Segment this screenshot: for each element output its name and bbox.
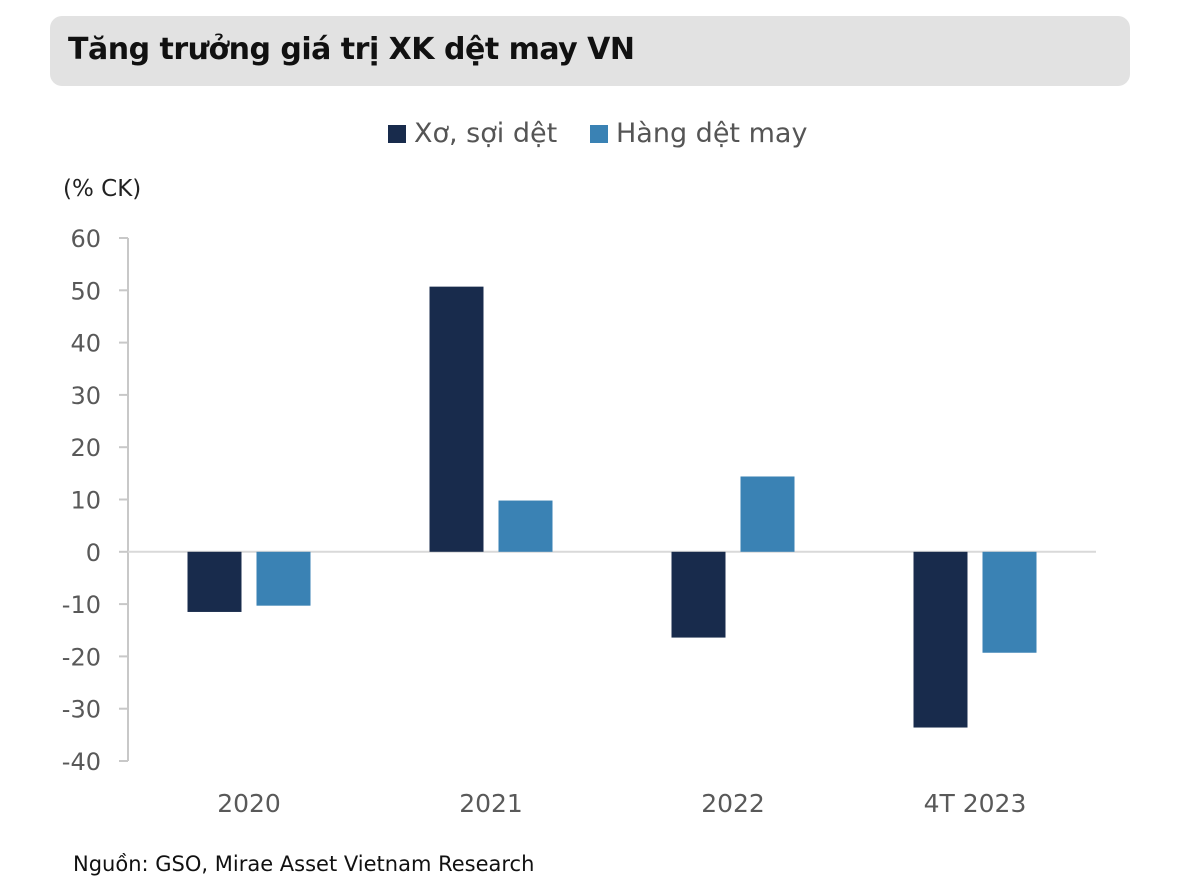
bar-xo-soi-det-4t-2023 [913, 551, 968, 728]
legend-swatch-hang-det-may [590, 124, 608, 143]
y-tick-label: -20 [62, 643, 101, 671]
y-tick-label: -40 [62, 748, 101, 776]
bar-hang-det-may-2021 [498, 500, 553, 552]
y-tick-label: 30 [70, 382, 101, 410]
legend-label-xo-soi-det: Xơ, sợi dệt [414, 118, 558, 149]
y-tick-label: 40 [70, 330, 101, 358]
bar-hang-det-may-2022 [740, 476, 795, 552]
x-category-label: 2022 [701, 789, 765, 818]
x-category-label: 2021 [459, 789, 523, 818]
y-tick-label: 0 [86, 539, 101, 567]
chart-title: Tăng trưởng giá trị XK dệt may VN [68, 32, 635, 67]
y-tick-label: 50 [70, 277, 101, 305]
y-tick-label: -30 [62, 696, 101, 724]
legend-item-xo-soi-det: Xơ, sợi dệt [388, 118, 557, 149]
source-note: Nguồn: GSO, Mirae Asset Vietnam Research [73, 852, 535, 876]
y-tick-label: 60 [70, 225, 101, 253]
x-category-label: 2020 [217, 789, 281, 818]
legend-swatch-xo-soi-det [388, 124, 406, 143]
bar-xo-soi-det-2021 [429, 286, 484, 552]
y-tick-label: -10 [62, 591, 101, 619]
bar-xo-soi-det-2020 [187, 551, 242, 612]
legend-label-hang-det-may: Hàng dệt may [616, 118, 808, 149]
bar-xo-soi-det-2022 [671, 551, 726, 638]
bar-hang-det-may-2020 [256, 551, 311, 606]
title-bar: Tăng trưởng giá trị XK dệt may VN [50, 16, 1130, 86]
bar-hang-det-may-4t-2023 [982, 551, 1037, 653]
legend: Xơ, sợi dệt Hàng dệt may [0, 118, 1200, 158]
y-tick-label: 10 [70, 487, 101, 515]
y-tick-label: 20 [70, 434, 101, 462]
y-axis-unit-label: (% CK) [63, 176, 142, 202]
x-category-label: 4T 2023 [924, 789, 1027, 818]
legend-item-hang-det-may: Hàng dệt may [590, 118, 807, 149]
